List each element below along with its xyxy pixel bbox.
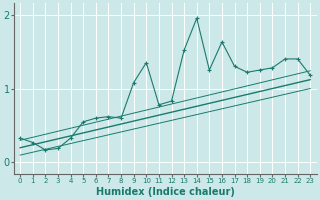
Point (283, 57, 288, 61)
Point (207, 68, 212, 72)
Point (220, 40, 225, 44)
Point (144, 61, 149, 64)
Point (81, 120, 86, 123)
Point (194, 17, 199, 20)
Point (106, 115, 111, 118)
Point (295, 57, 300, 61)
Point (169, 100, 174, 103)
Point (43, 148, 48, 152)
Point (118, 117, 124, 120)
X-axis label: Humidex (Indice chaleur): Humidex (Indice chaleur) (96, 187, 235, 197)
Point (232, 65, 237, 68)
Point (181, 48, 187, 52)
Point (257, 68, 262, 72)
Point (55, 147, 60, 150)
Point (244, 71, 250, 74)
Point (308, 74, 313, 77)
Point (131, 81, 136, 84)
Point (156, 103, 162, 106)
Point (270, 66, 275, 69)
Point (30, 141, 36, 144)
Point (68, 136, 73, 140)
Point (93, 117, 99, 120)
Point (18, 136, 23, 140)
